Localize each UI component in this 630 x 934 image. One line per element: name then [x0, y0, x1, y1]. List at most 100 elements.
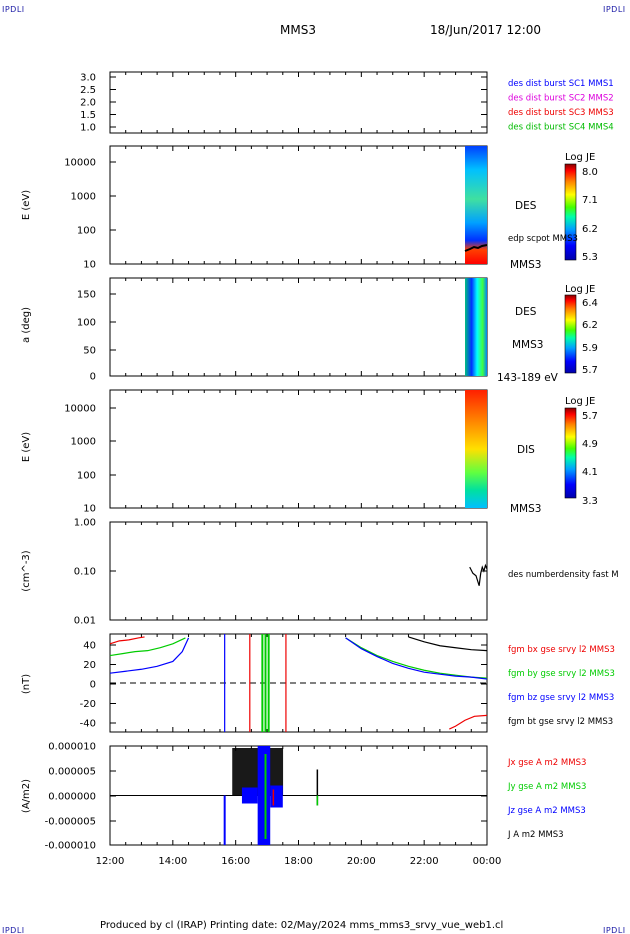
legend-entry: des dist burst SC1 MMS1 — [508, 79, 614, 89]
corner-label-bottom-right: IPDLI — [603, 926, 626, 934]
legend-entry: des dist burst SC3 MMS3 — [508, 108, 614, 118]
y-tick-label: 100 — [77, 471, 96, 482]
y-tick-label: 10 — [83, 504, 96, 515]
legend-entry: des dist burst SC2 MMS2 — [508, 94, 614, 104]
y-tick-label: 10 — [83, 260, 96, 271]
x-tick-label: 00:00 — [473, 856, 502, 867]
des-instrument-label: DES — [515, 200, 537, 212]
dis-energy-bottom-label: MMS3 — [510, 503, 541, 515]
colorbar-des-energy-tick: 5.3 — [582, 252, 598, 263]
y-tick-label: -40 — [80, 719, 96, 730]
density-series-line — [469, 563, 488, 586]
y-tick-label: 3.0 — [80, 73, 96, 84]
y-tick-label: 100 — [77, 226, 96, 237]
legend-entry: fgm bt gse srvy l2 MMS3 — [508, 717, 613, 727]
y-tick-label: -20 — [80, 699, 96, 710]
panel-frame-des-pitch — [109, 277, 488, 377]
colorbar-des-pitch-tick: 6.2 — [582, 320, 598, 331]
y-tick-label: 0.01 — [74, 616, 96, 627]
y-tick-label: 0 — [90, 372, 96, 383]
fgm-series-line — [345, 637, 488, 679]
colorbar-dis-energy-tick: 5.7 — [582, 411, 598, 422]
y-tick-label: 10000 — [64, 404, 96, 415]
y-axis-label: E (eV) — [21, 432, 32, 462]
colorbar-des-energy-tick: 8.0 — [582, 167, 598, 178]
y-tick-label: 100 — [77, 318, 96, 329]
x-tick-label: 20:00 — [347, 856, 376, 867]
footer-credit: Produced by cl (IRAP) Printing date: 02/… — [100, 920, 503, 931]
des-energy-bottom-label: MMS3 — [510, 259, 541, 271]
y-tick-label: 1000 — [71, 192, 96, 203]
colorbar-des-energy-tick: 7.1 — [582, 195, 598, 206]
colorbar-dis-energy-tick: 4.9 — [582, 439, 598, 450]
dis-energy-spectrogram — [465, 390, 487, 508]
des-pitch-energy-range: 143-189 eV — [497, 372, 559, 384]
colorbar-dis-energy-tick: 3.3 — [582, 496, 598, 507]
des-pitch-instrument-label: DES — [515, 306, 537, 318]
x-tick-label: 16:00 — [221, 856, 250, 867]
legend-entry: des numberdensity fast M — [508, 570, 619, 580]
colorbar-des-pitch — [564, 294, 577, 374]
y-tick-label: 0.000010 — [48, 742, 96, 753]
colorbar-des-energy — [564, 163, 577, 261]
x-tick-label: 18:00 — [284, 856, 313, 867]
fgm-series-line — [449, 714, 488, 730]
y-tick-label: 1.00 — [74, 518, 96, 529]
legend-entry: J A m2 MMS3 — [507, 830, 564, 840]
y-tick-label: 0.000000 — [48, 792, 96, 803]
current-jz-burst — [257, 746, 271, 845]
y-tick-label: 0.10 — [74, 567, 96, 578]
x-tick-label: 12:00 — [96, 856, 125, 867]
panel-frame-des-energy — [109, 145, 488, 265]
y-tick-label: 0 — [90, 680, 96, 691]
y-axis-label: E (eV) — [21, 190, 32, 220]
y-tick-label: 2.5 — [80, 85, 96, 96]
scpot-overlay-line — [464, 244, 488, 252]
y-tick-label: 1.5 — [80, 110, 96, 121]
y-axis-label: a (deg) — [21, 307, 32, 343]
colorbar-dis-energy-tick: 4.1 — [582, 467, 598, 478]
y-axis-label: (A/m2) — [21, 779, 32, 813]
x-tick-label: 22:00 — [410, 856, 439, 867]
colorbar-des-pitch-title: Log JE — [565, 284, 595, 295]
des-pitch-spacecraft-label: MMS3 — [512, 339, 543, 351]
panel-frame-density — [109, 521, 488, 621]
y-tick-label: 20 — [83, 660, 96, 671]
legend-entry: Jz gse A m2 MMS3 — [507, 806, 586, 816]
y-tick-label: 50 — [83, 346, 96, 357]
y-tick-label: 10000 — [64, 158, 96, 169]
colorbar-des-pitch-tick: 5.9 — [582, 343, 598, 354]
fgm-series-line — [109, 637, 190, 674]
datetime-title: 18/Jun/2017 12:00 — [430, 23, 541, 37]
corner-label-top-right: IPDLI — [603, 5, 626, 14]
y-tick-label: -0.000005 — [45, 817, 96, 828]
y-tick-label: -0.000010 — [45, 841, 96, 852]
y-axis-label: (cm^-3) — [21, 550, 32, 591]
corner-label-top-left: IPDLI — [2, 5, 25, 14]
legend-entry: fgm bz gse srvy l2 MMS3 — [508, 693, 614, 703]
y-tick-label: 2.0 — [80, 98, 96, 109]
corner-label-bottom-left: IPDLI — [2, 926, 25, 934]
scpot-overlay-label: edp scpot MMS3 — [508, 234, 578, 244]
legend-entry: fgm by gse srvy l2 MMS3 — [508, 669, 615, 679]
panel-frame-burst-flags — [109, 71, 488, 134]
y-tick-label: 40 — [83, 641, 96, 652]
fgm-series-line — [345, 637, 488, 680]
colorbar-dis-energy-title: Log JE — [565, 396, 595, 407]
dis-instrument-label: DIS — [517, 444, 535, 456]
legend-entry: fgm bx gse srvy l2 MMS3 — [508, 645, 615, 655]
colorbar-des-energy-title: Log JE — [565, 152, 595, 163]
panels: 3.02.5 2.01.5 1.0 des dist burst SC1 MMS1 de… — [21, 71, 619, 867]
y-axis-label: (nT) — [21, 674, 32, 694]
spacecraft-title: MMS3 — [280, 23, 316, 37]
colorbar-des-energy-tick: 6.2 — [582, 224, 598, 235]
fgm-series-line — [109, 637, 186, 657]
panel-frame-dis-energy — [109, 389, 488, 509]
des-pitch-spectrogram — [465, 278, 487, 376]
legend-entry: des dist burst SC4 MMS4 — [508, 123, 614, 133]
fgm-series-line — [408, 636, 488, 652]
fgm-series-line — [109, 636, 145, 645]
y-tick-label: 1000 — [71, 437, 96, 448]
y-tick-label: 1.0 — [80, 123, 96, 134]
